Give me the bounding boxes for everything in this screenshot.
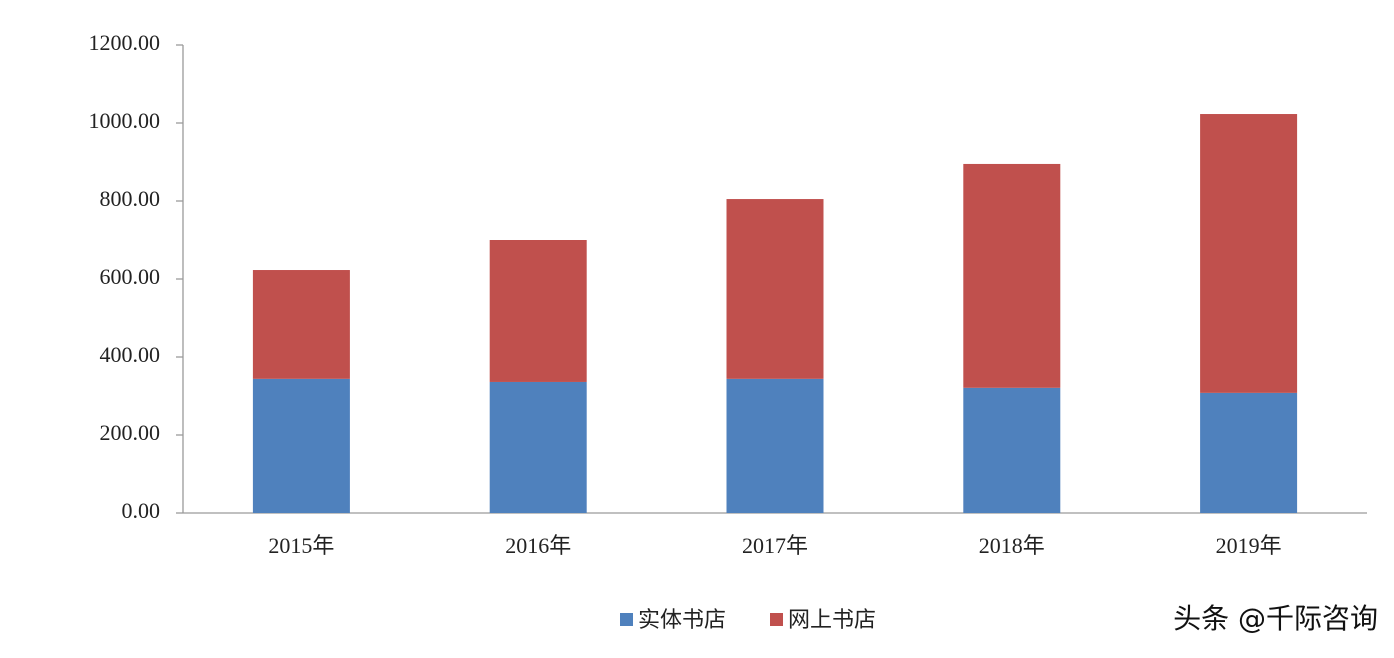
- x-tick-label: 2018年: [979, 533, 1045, 558]
- bar-segment: [1200, 114, 1298, 393]
- bar-segment: [726, 199, 824, 379]
- x-tick-label: 2019年: [1216, 533, 1282, 558]
- legend-swatch: [620, 613, 633, 626]
- bar-segment: [726, 378, 824, 513]
- y-tick-label: 1000.00: [89, 108, 161, 133]
- legend-label: 实体书店: [638, 608, 726, 633]
- credit: 头条 @千际咨询: [1173, 602, 1378, 635]
- y-tick-label: 1200.00: [89, 30, 161, 55]
- y-tick-label: 800.00: [100, 186, 161, 211]
- y-tick-label: 400.00: [100, 342, 161, 367]
- x-tick-label: 2015年: [268, 533, 334, 558]
- x-tick-label: 2017年: [742, 533, 808, 558]
- bar-segment: [489, 240, 587, 382]
- legend-label: 网上书店: [788, 608, 876, 633]
- bar-segment: [963, 387, 1061, 513]
- bar-segment: [252, 378, 350, 513]
- bar-segment: [252, 270, 350, 379]
- bar-segment: [963, 163, 1061, 388]
- bar-segment: [489, 381, 587, 513]
- y-tick-label: 0.00: [122, 498, 161, 523]
- x-tick-label: 2016年: [505, 533, 571, 558]
- y-tick-label: 200.00: [100, 420, 161, 445]
- legend-swatch: [770, 613, 783, 626]
- y-tick-label: 600.00: [100, 264, 161, 289]
- bar-segment: [1200, 392, 1298, 513]
